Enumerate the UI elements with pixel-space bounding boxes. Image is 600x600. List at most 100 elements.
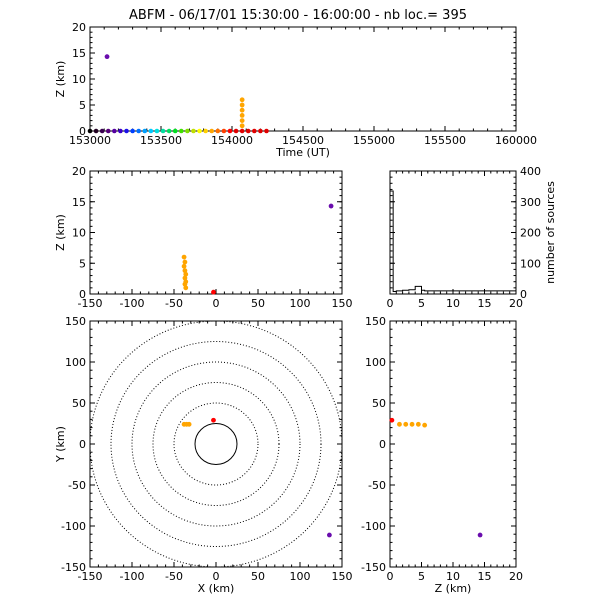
- y-tick-label: 0: [79, 438, 86, 451]
- data-point: [239, 107, 245, 113]
- baseline-point: [245, 128, 251, 134]
- data-point: [477, 532, 483, 538]
- y-axis-label: Z (km): [54, 214, 67, 251]
- data-point: [409, 421, 415, 427]
- data-point: [239, 102, 245, 108]
- data-point: [389, 417, 395, 423]
- range-ring: [173, 402, 259, 486]
- baseline-point: [130, 128, 135, 134]
- data-point: [183, 285, 189, 291]
- y-tick-label: 0: [379, 438, 386, 451]
- x-tick-label: 0: [213, 570, 220, 583]
- y-axis-label: Y (km): [54, 426, 67, 463]
- y-tick-label: 20: [72, 21, 86, 34]
- plot-frame: [89, 170, 343, 295]
- y-tick-label: 15: [72, 47, 86, 60]
- x-tick-label: 0: [213, 297, 220, 310]
- x-tick-label: 150: [332, 570, 353, 583]
- time-height-panel: 153000 153500 154000 154500 155000 155500 1600…: [54, 21, 537, 159]
- x-tick-label: 150: [332, 297, 353, 310]
- baseline-point: [215, 128, 221, 134]
- data-point: [239, 118, 245, 123]
- baseline-point: [93, 128, 99, 134]
- x-tick-label: 5: [418, 570, 425, 583]
- x-tick-label: 10: [446, 297, 460, 310]
- x-tick-label: 100: [290, 570, 311, 583]
- y-tick-label: 50: [72, 397, 86, 410]
- data-point: [415, 421, 421, 427]
- y-tick-label: 100: [365, 356, 386, 369]
- y-tick-label: 100: [65, 356, 86, 369]
- y-tick-label: 150: [365, 315, 386, 328]
- baseline-point: [87, 128, 93, 134]
- x-tick-label: 100: [290, 297, 311, 310]
- baseline-point: [166, 128, 172, 134]
- y-tick-label: -50: [368, 479, 386, 492]
- data-point: [328, 203, 334, 209]
- range-ring: [110, 341, 322, 547]
- baseline-point: [148, 128, 154, 134]
- y-tick-label: 400: [520, 165, 541, 178]
- range-ring: [131, 361, 301, 527]
- y-tick-label: 0: [79, 125, 86, 138]
- baseline-point: [142, 128, 148, 134]
- y-tick-label: -100: [61, 520, 86, 533]
- height-y-panel: 0 5 10 15 20 -150 -100 -50 0 50 100 150 Z (km): [361, 315, 523, 595]
- data-point: [183, 271, 189, 277]
- x-tick-label: 15: [478, 297, 492, 310]
- x-tick-label: -150: [78, 570, 103, 583]
- y-tick-label: 150: [65, 315, 86, 328]
- data-point: [211, 417, 216, 423]
- data-point: [182, 275, 188, 281]
- data-point: [182, 259, 188, 265]
- data-point: [181, 263, 187, 269]
- y-tick-label: -150: [361, 561, 386, 574]
- baseline-point: [233, 128, 239, 134]
- x-tick-label: 15: [478, 570, 492, 583]
- y-axis-label: Z (km): [54, 61, 67, 98]
- y-tick-label: 0: [79, 288, 86, 301]
- x-tick-label: 155500: [424, 134, 466, 147]
- y-tick-label: 300: [520, 196, 541, 209]
- plot-frame: [89, 26, 517, 132]
- x-axis-label: X (km): [198, 582, 235, 595]
- plan-view-panel: -150 -100 -50 0 50 100 150 -150 -100 -50 0 50 100 150…: [54, 315, 353, 595]
- range-rings: [90, 321, 342, 567]
- data-point: [239, 123, 245, 129]
- x-tick-label: 5: [418, 297, 425, 310]
- x-tick-label: -100: [120, 570, 145, 583]
- y-tick-label: 50: [372, 397, 386, 410]
- x-tick-label: 50: [251, 297, 265, 310]
- data-point: [182, 281, 188, 287]
- y-tick-label: 100: [520, 257, 541, 270]
- data-point: [239, 97, 245, 103]
- baseline-point: [203, 128, 208, 134]
- data-point: [181, 254, 187, 260]
- data-point: [397, 421, 402, 427]
- baseline-point: [239, 128, 245, 134]
- baseline-point: [227, 128, 233, 134]
- y-tick-label: 20: [72, 165, 86, 178]
- y-tick-label: -50: [68, 479, 86, 492]
- baseline-point: [258, 128, 263, 134]
- y-tick-label: 10: [72, 227, 86, 240]
- x-tick-label: 154500: [282, 134, 324, 147]
- x-tick-label: -50: [165, 570, 183, 583]
- y-axis-label: number of sources: [544, 181, 557, 284]
- x-tick-label: 154000: [211, 134, 253, 147]
- baseline-point: [209, 128, 215, 134]
- y-tick-label: 5: [79, 257, 86, 270]
- baseline-point: [252, 128, 257, 134]
- baseline-point: [154, 128, 160, 134]
- baseline-point: [112, 128, 117, 134]
- x-tick-label: 0: [387, 570, 394, 583]
- x-tick-label: -50: [165, 297, 183, 310]
- x-tick-label: 160000: [495, 134, 537, 147]
- baseline-point: [178, 128, 184, 134]
- x-height-panel: -150 -100 -50 0 50 100 150 0 5 10 15 20 Z (km): [54, 165, 353, 310]
- x-tick-label: -100: [120, 297, 145, 310]
- baseline-point: [124, 128, 129, 134]
- y-tick-label: 15: [72, 196, 86, 209]
